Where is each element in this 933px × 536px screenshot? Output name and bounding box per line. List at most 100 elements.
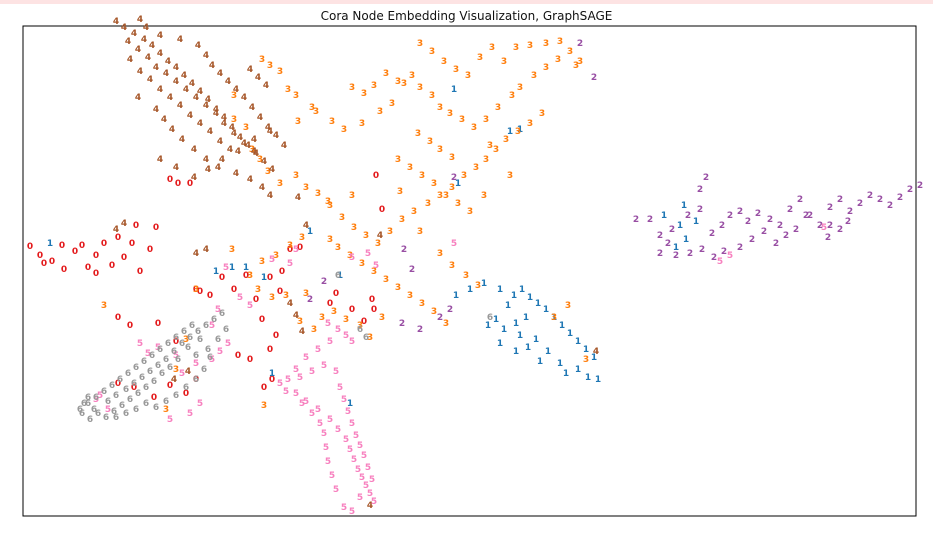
point-class-4-49: 4 xyxy=(203,155,209,165)
point-class-2-26: 2 xyxy=(797,195,803,205)
point-class-2-10: 2 xyxy=(647,215,653,225)
point-class-3-55: 3 xyxy=(327,201,333,211)
point-class-3-28: 3 xyxy=(417,39,423,49)
point-class-5-13: 5 xyxy=(315,345,321,355)
point-class-3-75: 3 xyxy=(407,163,413,173)
point-class-1-0: 1 xyxy=(47,239,53,249)
point-class-3-92: 3 xyxy=(371,267,377,277)
point-class-5-77: 5 xyxy=(727,251,733,261)
point-class-2-12: 2 xyxy=(669,225,675,235)
point-class-2-40: 2 xyxy=(687,249,693,259)
point-class-4-11: 4 xyxy=(205,95,211,105)
point-class-1-5: 1 xyxy=(307,227,313,237)
point-class-3-132: 3 xyxy=(463,271,469,281)
point-class-5-4: 5 xyxy=(237,293,243,303)
point-class-3-43: 3 xyxy=(371,81,377,91)
point-class-3-93: 3 xyxy=(383,275,389,285)
point-class-3-46: 3 xyxy=(231,115,237,125)
point-class-1-12: 1 xyxy=(519,285,525,295)
point-class-4-87: 4 xyxy=(203,245,209,255)
point-class-1-27: 1 xyxy=(493,315,499,325)
point-class-6-39: 6 xyxy=(147,367,153,377)
point-class-0-2: 0 xyxy=(49,257,55,267)
point-class-3-1: 3 xyxy=(267,61,273,71)
point-class-4-57: 4 xyxy=(157,31,163,41)
point-class-3-38: 3 xyxy=(543,39,549,49)
point-class-5-17: 5 xyxy=(293,389,299,399)
point-class-2-47: 2 xyxy=(773,239,779,249)
point-class-0-11: 0 xyxy=(115,233,121,243)
point-class-6-1: 6 xyxy=(85,399,91,409)
point-class-4-72: 4 xyxy=(255,73,261,83)
point-class-5-25: 5 xyxy=(355,465,361,475)
point-class-3-25: 3 xyxy=(555,55,561,65)
point-class-1-40: 1 xyxy=(269,369,275,379)
point-class-3-66: 3 xyxy=(461,171,467,181)
point-class-1-15: 1 xyxy=(543,305,549,315)
point-class-3-64: 3 xyxy=(437,191,443,201)
point-class-3-82: 3 xyxy=(507,171,513,181)
point-class-1-4: 1 xyxy=(261,273,267,283)
point-class-0-18: 0 xyxy=(93,269,99,279)
point-class-1-11: 1 xyxy=(511,291,517,301)
point-class-3-71: 3 xyxy=(515,127,521,137)
point-class-6-57: 6 xyxy=(153,403,159,413)
point-class-5-67: 5 xyxy=(97,391,103,401)
point-class-0-0: 0 xyxy=(27,242,33,252)
point-class-4-93: 4 xyxy=(113,225,119,235)
point-class-6-32: 6 xyxy=(81,399,87,409)
point-class-2-18: 2 xyxy=(719,221,725,231)
point-class-4-73: 4 xyxy=(263,81,269,91)
point-class-5-26: 5 xyxy=(359,473,365,483)
point-class-2-17: 2 xyxy=(709,229,715,239)
point-class-4-9: 4 xyxy=(189,79,195,89)
point-class-2-37: 2 xyxy=(907,185,913,195)
point-class-6-56: 6 xyxy=(163,397,169,407)
point-class-3-54: 3 xyxy=(315,189,321,199)
point-class-3-32: 3 xyxy=(465,71,471,81)
point-class-6-60: 6 xyxy=(123,409,129,419)
point-class-2-4: 2 xyxy=(399,319,405,329)
point-class-3-91: 3 xyxy=(359,259,365,269)
point-class-0-45: 0 xyxy=(151,393,157,403)
point-class-4-51: 4 xyxy=(233,169,239,179)
point-class-5-14: 5 xyxy=(303,353,309,363)
point-class-0-15: 0 xyxy=(79,241,85,251)
point-class-6-34: 6 xyxy=(105,397,111,407)
point-class-3-27: 3 xyxy=(577,57,583,67)
point-class-2-9: 2 xyxy=(401,245,407,255)
point-class-6-6: 6 xyxy=(125,369,131,379)
point-class-1-29: 1 xyxy=(505,301,511,311)
point-class-3-59: 3 xyxy=(375,239,381,249)
point-class-3-95: 3 xyxy=(407,291,413,301)
point-class-4-8: 4 xyxy=(181,71,187,81)
point-class-3-87: 3 xyxy=(449,153,455,163)
point-class-3-109: 3 xyxy=(269,293,275,303)
point-class-2-30: 2 xyxy=(837,195,843,205)
point-class-3-110: 3 xyxy=(255,285,261,295)
point-class-4-33: 4 xyxy=(251,147,257,157)
point-class-1-48: 1 xyxy=(683,235,689,245)
point-class-2-57: 2 xyxy=(633,215,639,225)
point-class-5-70: 5 xyxy=(209,355,215,365)
point-class-1-2: 1 xyxy=(229,263,235,273)
point-class-2-49: 2 xyxy=(793,225,799,235)
point-class-0-16: 0 xyxy=(61,265,67,275)
point-class-4-84: 4 xyxy=(303,221,309,231)
point-class-4-77: 4 xyxy=(173,163,179,173)
point-class-5-57: 5 xyxy=(145,349,151,359)
point-class-5-22: 5 xyxy=(343,435,349,445)
point-class-1-23: 1 xyxy=(545,347,551,357)
point-class-3-83: 3 xyxy=(487,141,493,151)
point-class-1-13: 1 xyxy=(527,293,533,303)
point-class-3-29: 3 xyxy=(429,47,435,57)
point-class-6-33: 6 xyxy=(91,405,97,415)
point-class-6-55: 6 xyxy=(173,391,179,401)
point-class-6-16: 6 xyxy=(205,345,211,355)
point-class-3-114: 3 xyxy=(287,241,293,251)
point-class-4-13: 4 xyxy=(221,113,227,123)
point-class-2-11: 2 xyxy=(657,231,663,241)
point-class-4-50: 4 xyxy=(215,163,221,173)
point-class-3-89: 3 xyxy=(335,243,341,253)
point-class-4-28: 4 xyxy=(203,101,209,111)
